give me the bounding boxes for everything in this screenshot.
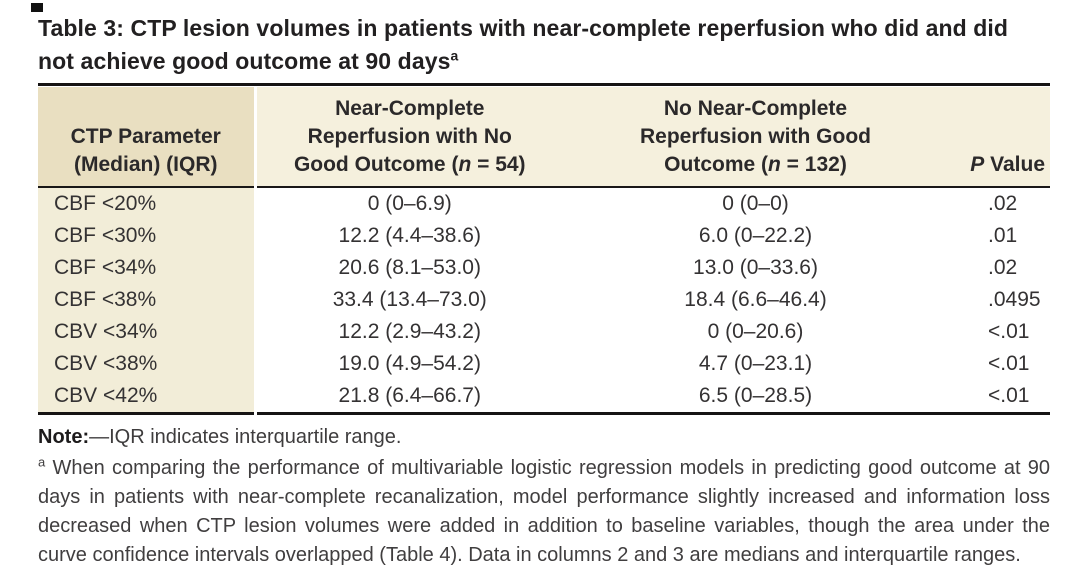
good-outcome-cell: 4.7 (0–23.1) bbox=[698, 352, 813, 375]
p-value-cell: .01 bbox=[988, 224, 1018, 247]
column-header-no-good-outcome: Near-Complete Reperfusion with No Good O… bbox=[255, 87, 563, 187]
no-good-outcome-cell: 0 (0–6.9) bbox=[367, 192, 452, 215]
table-footnotes: Note:—IQR indicates interquartile range.… bbox=[38, 424, 1050, 570]
good-outcome-cell: 6.0 (0–22.2) bbox=[698, 224, 813, 247]
title-divider-rule bbox=[38, 83, 1050, 86]
good-outcome-cell: 0 (0–20.6) bbox=[707, 320, 804, 343]
no-good-outcome-cell: 12.2 (4.4–38.6) bbox=[338, 224, 481, 247]
no-good-outcome-cell: 19.0 (4.9–54.2) bbox=[338, 352, 481, 375]
footnote-a: a When comparing the performance of mult… bbox=[38, 454, 1050, 570]
header-line: Outcome (n = 132) bbox=[664, 153, 847, 176]
header-line: CTP Parameter bbox=[70, 125, 221, 148]
no-good-outcome-cell: 33.4 (13.4–73.0) bbox=[332, 288, 487, 311]
header-line: No Near-Complete bbox=[663, 97, 848, 120]
note-label: Note: bbox=[38, 426, 90, 448]
header-line: Reperfusion with No bbox=[307, 125, 512, 148]
good-outcome-cell: 6.5 (0–28.5) bbox=[698, 384, 813, 407]
note-line: Note:—IQR indicates interquartile range. bbox=[38, 424, 1050, 451]
header-line: Good Outcome (n = 54) bbox=[293, 153, 526, 176]
good-outcome-cell: 13.0 (0–33.6) bbox=[693, 256, 818, 279]
table-row: CBF <20% 0 (0–6.9) 0 (0–0) .02 bbox=[38, 187, 1050, 220]
p-value-cell: .02 bbox=[988, 192, 1018, 215]
header-line: Reperfusion with Good bbox=[640, 125, 871, 148]
p-value-cell: <.01 bbox=[988, 384, 1030, 407]
p-value-cell: .02 bbox=[988, 256, 1018, 279]
table-title-line1: Table 3: CTP lesion volumes in patients … bbox=[38, 15, 1009, 41]
footnote-a-text: When comparing the performance of multiv… bbox=[38, 457, 1050, 566]
good-outcome-cell: 18.4 (6.6–46.4) bbox=[684, 288, 827, 311]
scan-artifact-mark bbox=[31, 3, 43, 12]
ctp-parameter-cell: CBF <30% bbox=[38, 220, 257, 252]
column-header-p-value: P Value bbox=[948, 87, 1050, 187]
header-line: Near-Complete bbox=[335, 97, 485, 120]
table-row: CBF <30% 12.2 (4.4–38.6) 6.0 (0–22.2) .01 bbox=[38, 220, 1050, 252]
good-outcome-cell: 0 (0–0) bbox=[722, 192, 789, 215]
note-text: —IQR indicates interquartile range. bbox=[89, 426, 402, 448]
table-title-line2: not achieve good outcome at 90 days bbox=[38, 48, 451, 74]
no-good-outcome-cell: 12.2 (2.9–43.2) bbox=[338, 320, 481, 343]
p-value-cell: <.01 bbox=[988, 320, 1030, 343]
ctp-parameter-cell: CBF <34% bbox=[38, 252, 257, 284]
table-header-row: CTP Parameter (Median) (IQR) Near-Comple… bbox=[38, 87, 1050, 187]
table-row: CBV <42% 21.8 (6.4–66.7) 6.5 (0–28.5) <.01 bbox=[38, 380, 1050, 414]
table-row: CBF <34% 20.6 (8.1–53.0) 13.0 (0–33.6) .02 bbox=[38, 252, 1050, 284]
table-title-footnote-marker: a bbox=[450, 47, 459, 64]
ctp-lesion-volume-table: CTP Parameter (Median) (IQR) Near-Comple… bbox=[38, 87, 1050, 415]
column-header-good-outcome: No Near-Complete Reperfusion with Good O… bbox=[563, 87, 948, 187]
p-value-cell: <.01 bbox=[988, 352, 1030, 375]
p-value-cell: .0495 bbox=[988, 288, 1041, 311]
ctp-parameter-cell: CBF <38% bbox=[38, 284, 257, 316]
footnote-a-marker: a bbox=[38, 454, 46, 470]
ctp-parameter-cell: CBV <42% bbox=[38, 380, 257, 414]
table-title: Table 3: CTP lesion volumes in patients … bbox=[38, 12, 1050, 78]
no-good-outcome-cell: 21.8 (6.4–66.7) bbox=[338, 384, 481, 407]
table-figure: Table 3: CTP lesion volumes in patients … bbox=[38, 0, 1050, 570]
table-row: CBV <38% 19.0 (4.9–54.2) 4.7 (0–23.1) <.01 bbox=[38, 348, 1050, 380]
no-good-outcome-cell: 20.6 (8.1–53.0) bbox=[338, 256, 481, 279]
table-row: CBV <34% 12.2 (2.9–43.2) 0 (0–20.6) <.01 bbox=[38, 316, 1050, 348]
ctp-parameter-cell: CBV <34% bbox=[38, 316, 257, 348]
header-line: (Median) (IQR) bbox=[74, 153, 218, 176]
table-row: CBF <38% 33.4 (13.4–73.0) 18.4 (6.6–46.4).… bbox=[38, 284, 1050, 316]
table-body: CBF <20% 0 (0–6.9) 0 (0–0) .02 CBF <30% 12.2 … bbox=[38, 187, 1050, 414]
ctp-parameter-cell: CBV <38% bbox=[38, 348, 257, 380]
ctp-parameter-cell: CBF <20% bbox=[38, 187, 257, 220]
column-header-ctp-parameter: CTP Parameter (Median) (IQR) bbox=[38, 87, 257, 187]
